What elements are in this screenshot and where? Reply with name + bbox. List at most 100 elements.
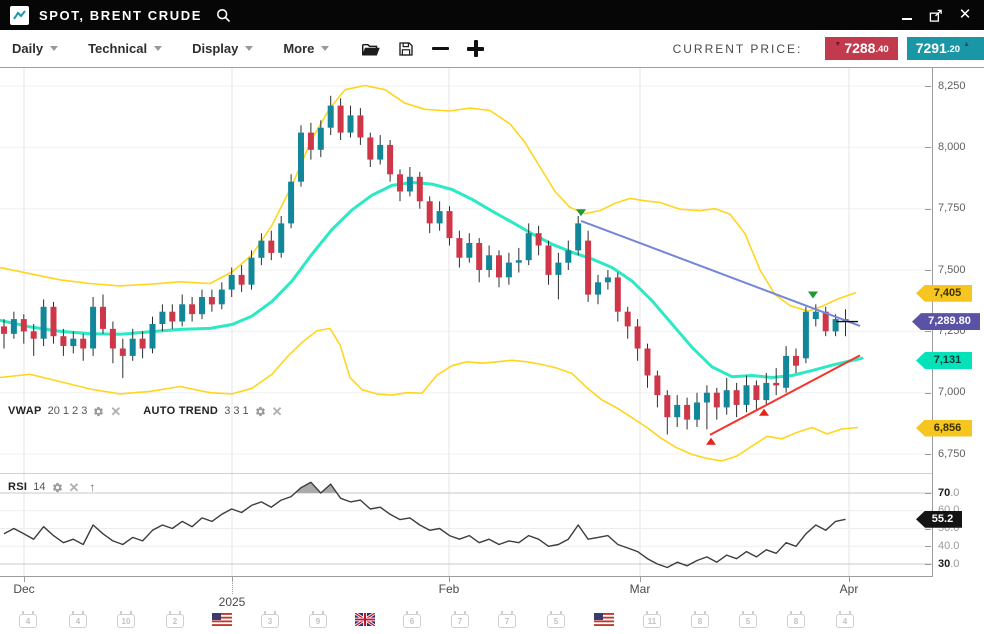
- calendar-event-icon[interactable]: 2: [162, 610, 188, 628]
- axis-price-badge: 7,131: [916, 352, 972, 369]
- rsi-chart[interactable]: [0, 474, 932, 576]
- auto-trend-remove-icon[interactable]: ✕: [271, 403, 283, 419]
- calendar-event-icon[interactable]: 10: [113, 610, 139, 628]
- rsi-tick: [925, 546, 931, 548]
- calendar-day: 11: [643, 611, 661, 628]
- pane-divider[interactable]: [0, 473, 932, 474]
- calendar-day: 8: [691, 611, 709, 628]
- auto-trend-settings-gear-icon[interactable]: [255, 406, 266, 417]
- calendar-event-icon[interactable]: 5: [543, 610, 569, 628]
- window-titlebar: SPOT, BRENT CRUDE ✕: [0, 0, 984, 30]
- current-price-label: CURRENT PRICE:: [672, 41, 803, 56]
- month-label: Dec: [13, 582, 35, 596]
- calendar-event-icon[interactable]: 11: [639, 610, 665, 628]
- minimize-button[interactable]: [900, 8, 914, 22]
- price-tick: [925, 147, 931, 149]
- calendar-day: 6: [403, 611, 421, 628]
- price-tick-label: 8,250: [938, 79, 966, 92]
- time-tick: [640, 576, 641, 582]
- window-title: SPOT, BRENT CRUDE: [39, 7, 202, 23]
- calendar-event-icon[interactable]: 9: [305, 610, 331, 628]
- chart-region: 8,250 8,000 7,750 7,500 7,250 7,000 6,750 70.0…: [0, 68, 984, 633]
- flag-uk-icon[interactable]: [352, 610, 378, 626]
- axis-price-badge: 7,289.80: [912, 313, 980, 331]
- vwap-remove-icon[interactable]: ✕: [110, 403, 122, 419]
- calendar-day: 8: [787, 611, 805, 628]
- calendar-event-icon[interactable]: 4: [65, 610, 91, 628]
- overlay-legend: VWAP 20 1 2 3 ✕ AUTO TREND 3 3 1 ✕: [8, 403, 283, 419]
- year-label: 2025: [218, 595, 246, 609]
- calendar-day: 3: [261, 611, 279, 628]
- open-folder-button[interactable]: [361, 41, 381, 57]
- axis-price-badge: 6,856: [916, 419, 972, 437]
- calendar-day: 9: [309, 611, 327, 628]
- price-chart[interactable]: [0, 68, 932, 473]
- zoom-in-button[interactable]: [467, 40, 485, 57]
- calendar-day: 5: [547, 611, 565, 628]
- window-controls: ✕: [900, 6, 974, 23]
- price-tick: [925, 392, 931, 394]
- calendar-day: 7: [498, 611, 516, 628]
- vwap-settings-gear-icon[interactable]: [93, 406, 104, 417]
- price-tick-label: 7,750: [938, 202, 966, 215]
- price-tick-label: 6,750: [938, 447, 966, 460]
- chevron-down-icon: [321, 46, 330, 51]
- time-axis-line: [0, 576, 932, 577]
- year-connector: [232, 583, 234, 594]
- price-tick-label: 7,000: [938, 386, 966, 399]
- time-tick: [849, 576, 850, 582]
- month-label: Feb: [438, 582, 460, 596]
- search-icon[interactable]: [216, 8, 231, 23]
- flag-us-icon[interactable]: [209, 610, 235, 626]
- price-down-arrow-icon: ▼: [834, 41, 842, 48]
- calendar-event-icon[interactable]: 4: [832, 610, 858, 628]
- price-tick: [925, 331, 931, 333]
- menu-display[interactable]: Display: [192, 41, 254, 56]
- rsi-legend: RSI 14 ✕ ↑: [8, 480, 95, 494]
- calendar-event-icon[interactable]: 7: [447, 610, 473, 628]
- price-up-arrow-icon: ▲: [963, 41, 970, 48]
- flag-us-icon[interactable]: [591, 610, 617, 626]
- calendar-day: 4: [19, 611, 37, 628]
- close-button[interactable]: ✕: [958, 6, 972, 23]
- toolbar-icons: [361, 40, 485, 57]
- calendar-event-icon[interactable]: 7: [494, 610, 520, 628]
- price-tick: [925, 86, 931, 87]
- rsi-remove-icon[interactable]: ✕: [68, 479, 80, 495]
- calendar-day: 7: [451, 611, 469, 628]
- menu-technical[interactable]: Technical: [88, 41, 163, 56]
- calendar-event-icon[interactable]: 5: [735, 610, 761, 628]
- vwap-legend-label: VWAP: [8, 405, 42, 417]
- auto-trend-legend-label: AUTO TREND: [143, 405, 219, 417]
- month-label: Apr: [839, 582, 859, 596]
- price-tick-label: 7,500: [938, 263, 966, 276]
- month-label: Mar: [629, 582, 651, 596]
- bid-price-badge: ▼ 7288.40: [825, 37, 898, 60]
- calendar-event-icon[interactable]: 8: [783, 610, 809, 628]
- calendar-day: 4: [836, 611, 854, 628]
- rsi-tick: [925, 564, 931, 565]
- time-tick: [449, 576, 450, 582]
- rsi-expand-arrow-icon[interactable]: ↑: [89, 480, 96, 494]
- time-tick: [24, 576, 25, 582]
- popout-button[interactable]: [929, 8, 943, 22]
- rsi-legend-label: RSI: [8, 481, 28, 493]
- calendar-event-icon[interactable]: 6: [399, 610, 425, 628]
- chart-toolbar: Daily Technical Display More CURRENT PRI: [0, 30, 984, 68]
- calendar-day: 5: [739, 611, 757, 628]
- price-tick-label: 8,000: [938, 140, 966, 153]
- chevron-down-icon: [50, 46, 59, 51]
- calendar-day: 10: [117, 611, 135, 628]
- rsi-tick-label: 40.0: [938, 539, 960, 552]
- auto-trend-legend-params: 3 3 1: [224, 405, 249, 417]
- save-button[interactable]: [398, 41, 414, 57]
- calendar-event-icon[interactable]: 8: [687, 610, 713, 628]
- calendar-event-icon[interactable]: 3: [257, 610, 283, 628]
- rsi-tick-label: 30.0: [938, 557, 960, 570]
- calendar-event-icon[interactable]: 4: [15, 610, 41, 628]
- rsi-settings-gear-icon[interactable]: [52, 482, 63, 493]
- zoom-out-button[interactable]: [432, 46, 450, 51]
- menu-more[interactable]: More: [283, 41, 330, 56]
- menu-daily[interactable]: Daily: [12, 41, 59, 56]
